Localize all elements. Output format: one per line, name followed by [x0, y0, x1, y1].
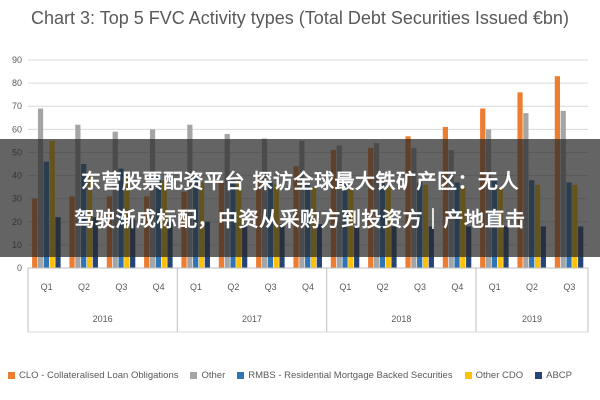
x-tick-label: Q2 — [377, 282, 389, 292]
x-tick-label: Q2 — [227, 282, 239, 292]
legend-item: Other CDO — [464, 369, 524, 381]
chart-title: Chart 3: Top 5 FVC Activity types (Total… — [31, 8, 569, 28]
legend-item: CLO - Collateralised Loan Obligations — [8, 370, 178, 381]
x-tick-label: Q2 — [526, 282, 538, 292]
legend-label: Other CDO — [475, 369, 524, 381]
x-tick-label: Q1 — [489, 282, 501, 292]
year-group-label: 2017 — [242, 314, 262, 324]
legend-swatch — [8, 371, 15, 379]
legend-item: ABCP — [535, 370, 572, 381]
chart-legend: CLO - Collateralised Loan Obligations Oth… — [8, 366, 598, 384]
y-tick-label: 0 — [17, 263, 22, 273]
legend-label: RMBS - Residential Mortgage Backed Secur… — [248, 369, 453, 381]
legend-swatch — [535, 371, 543, 379]
x-tick-label: Q2 — [78, 282, 90, 292]
x-tick-label: Q3 — [414, 282, 426, 292]
x-tick-label: Q4 — [153, 282, 165, 292]
y-tick-label: 80 — [12, 78, 22, 88]
legend-item: RMBS - Residential Mortgage Backed Secur… — [237, 369, 453, 381]
legend-label: ABCP — [546, 369, 572, 381]
x-tick-label: Q3 — [115, 282, 127, 292]
legend-swatch — [190, 371, 198, 379]
x-tick-label: Q1 — [339, 282, 351, 292]
year-group-label: 2019 — [522, 314, 542, 324]
x-tick-label: Q3 — [265, 282, 277, 292]
y-tick-label: 90 — [12, 55, 22, 65]
x-axis-ticks: Q1 Q2 Q3 Q4 Q1 Q2 Q3 Q4 Q1 Q2 Q3 Q4 Q1 Q2 Q3 — [28, 267, 588, 292]
x-tick-label: Q1 — [41, 282, 53, 292]
x-tick-label: Q4 — [302, 282, 314, 292]
x-tick-label: Q1 — [190, 282, 202, 292]
news-headline-overlay[interactable]: 东营股票配资平台 探访全球最大铁矿产区：无人 驾驶渐成标配，中资从采购方到投资方… — [0, 139, 600, 257]
legend-item: Other — [190, 370, 225, 381]
x-axis-year-groups: 2016 2017 2018 2019 — [27, 268, 589, 333]
legend-label: CLO - Collateralised Loan Obligations — [19, 369, 179, 381]
headline-line-1: 东营股票配资平台 探访全球最大铁矿产区：无人 — [81, 169, 519, 193]
year-group-label: 2018 — [391, 314, 411, 324]
year-group-label: 2016 — [93, 314, 113, 324]
x-tick-label: Q4 — [451, 282, 463, 292]
legend-swatch — [237, 371, 245, 379]
y-tick-label: 70 — [12, 101, 22, 111]
legend-swatch — [464, 371, 472, 379]
headline-line-2: 驾驶渐成标配，中资从采购方到投资方｜产地直击 — [74, 207, 526, 231]
legend-label: Other — [201, 369, 226, 381]
y-tick-label: 60 — [12, 124, 22, 134]
x-tick-label: Q3 — [563, 282, 575, 292]
